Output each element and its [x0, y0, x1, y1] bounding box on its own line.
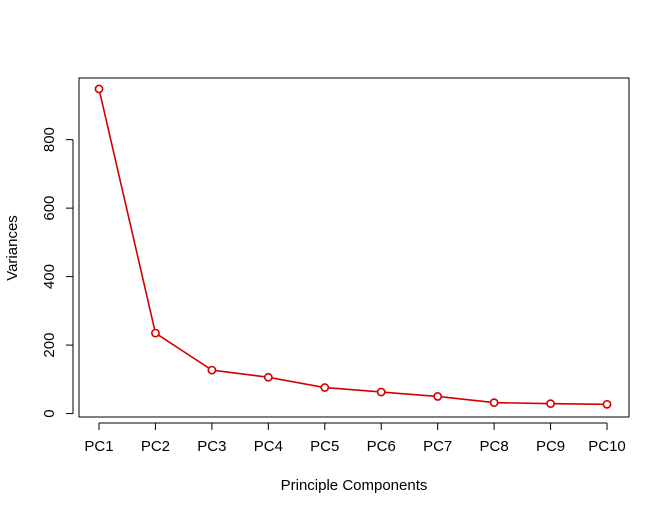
y-axis-title: Variances [4, 215, 21, 281]
x-tick-label: PC2 [141, 438, 170, 455]
y-tick-label: 200 [41, 333, 58, 358]
x-tick-label: PC6 [367, 438, 396, 455]
data-point [94, 84, 104, 94]
data-point [546, 399, 555, 409]
series-layer [94, 84, 612, 409]
data-point [207, 365, 217, 375]
series-line-segment [99, 92, 156, 330]
x-tick-label: PC7 [423, 438, 452, 455]
series-line-segment [497, 401, 547, 405]
data-point [489, 398, 499, 408]
data-point [433, 392, 443, 401]
y-tick-label: 800 [41, 127, 58, 152]
data-point [151, 328, 160, 338]
x-axis-title: Principle Components [281, 477, 428, 494]
data-point [376, 387, 386, 397]
x-tick-label: PC10 [588, 438, 626, 455]
data-point [263, 372, 273, 382]
data-point [602, 399, 612, 409]
x-tick-label: PC9 [536, 438, 565, 455]
series-line-segment [384, 391, 435, 397]
x-axis: PC1 PC2 PC3 PC4 PC5 PC6 PC7 PC8 PC9 PC10 [84, 422, 626, 455]
series-line-segment [441, 396, 491, 404]
x-tick-label: PC8 [480, 438, 509, 455]
series-line-segment [271, 377, 322, 388]
plot-frame [78, 77, 630, 418]
y-tick-label: 600 [41, 196, 58, 221]
series-line-segment [328, 387, 378, 393]
x-tick-label: PC4 [254, 438, 283, 455]
series-line-segment [215, 369, 265, 378]
x-tick-label: PC1 [84, 438, 113, 455]
y-axis: 0 200 400 600 800 [41, 127, 74, 418]
y-tick-label: 0 [41, 409, 58, 417]
series-line-segment [554, 402, 604, 406]
data-point [320, 383, 330, 392]
x-tick-label: PC3 [197, 438, 226, 455]
y-tick-label: 400 [41, 264, 58, 289]
series-line-segment [158, 334, 210, 369]
x-tick-label: PC5 [310, 438, 339, 455]
